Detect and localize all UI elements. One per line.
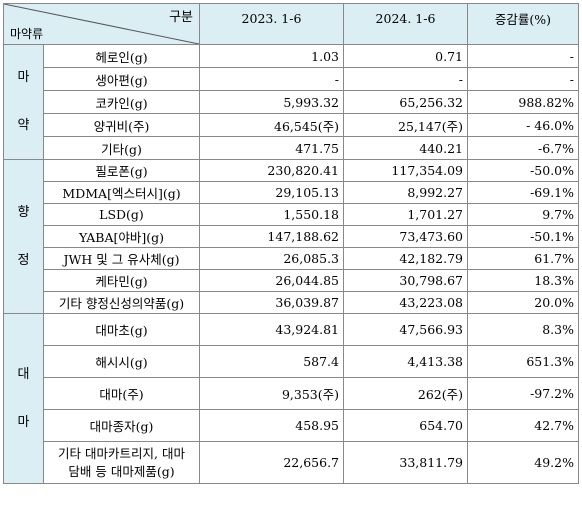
row-name: 양귀비(주) [44, 114, 200, 137]
value-2023: 26,044.85 [200, 270, 344, 292]
row-name: MDMA[엑스터시](g) [44, 182, 200, 204]
change-pct: - 46.0% [468, 114, 579, 137]
corner-bottom-label: 마약류 [10, 25, 43, 42]
row-name: 대마(주) [44, 378, 200, 410]
table-row: LSD(g) 1,550.18 1,701.27 9.7% [4, 204, 579, 226]
corner-top-label: 구분 [169, 6, 193, 25]
value-2023: 587.4 [200, 346, 344, 378]
value-2024: 440.21 [344, 137, 468, 160]
corner-header: 구분 마약류 [4, 4, 200, 45]
table-row: 양귀비(주) 46,545(주) 25,147(주) - 46.0% [4, 114, 579, 137]
change-pct: 651.3% [468, 346, 579, 378]
row-name: 코카인(g) [44, 91, 200, 114]
value-2023: 5,993.32 [200, 91, 344, 114]
value-2024: 1,701.27 [344, 204, 468, 226]
table-row: 생아편(g) - - - [4, 68, 579, 91]
change-pct: -69.1% [468, 182, 579, 204]
value-2024: 30,798.67 [344, 270, 468, 292]
table-row: 대마 대마초(g) 43,924.81 47,566.93 8.3% [4, 314, 579, 346]
table-row: 기타 대마카트리지, 대마 담배 등 대마제품(g) 22,656.7 33,8… [4, 442, 579, 484]
row-name: 대마초(g) [44, 314, 200, 346]
value-2023: - [200, 68, 344, 91]
value-2024: 117,354.09 [344, 160, 468, 182]
value-2024: 43,223.08 [344, 292, 468, 314]
row-name: YABA[야바](g) [44, 226, 200, 248]
value-2024: 47,566.93 [344, 314, 468, 346]
value-2024: - [344, 68, 468, 91]
value-2024: 0.71 [344, 45, 468, 68]
header-row: 구분 마약류 2023. 1-6 2024. 1-6 증감률(%) [4, 4, 579, 45]
value-2023: 230,820.41 [200, 160, 344, 182]
value-2024: 65,256.32 [344, 91, 468, 114]
table-row: JWH 및 그 유사체(g) 26,085.3 42,182.79 61.7% [4, 248, 579, 270]
value-2023: 9,353(주) [200, 378, 344, 410]
row-name: 기타(g) [44, 137, 200, 160]
header-change: 증감률(%) [468, 4, 579, 45]
value-2023: 1.03 [200, 45, 344, 68]
value-2024: 42,182.79 [344, 248, 468, 270]
table-row: 케타민(g) 26,044.85 30,798.67 18.3% [4, 270, 579, 292]
header-2023: 2023. 1-6 [200, 4, 344, 45]
row-name: 생아편(g) [44, 68, 200, 91]
change-pct: -50.0% [468, 160, 579, 182]
row-name-line-1: 기타 대마카트리지, 대마 [58, 446, 185, 461]
row-name: LSD(g) [44, 204, 200, 226]
value-2023: 29,105.13 [200, 182, 344, 204]
change-pct: 20.0% [468, 292, 579, 314]
value-2023: 1,550.18 [200, 204, 344, 226]
value-2023: 36,039.87 [200, 292, 344, 314]
change-pct: -6.7% [468, 137, 579, 160]
table-row: MDMA[엑스터시](g) 29,105.13 8,992.27 -69.1% [4, 182, 579, 204]
change-pct: 988.82% [468, 91, 579, 114]
change-pct: 49.2% [468, 442, 579, 484]
row-name: 기타 대마카트리지, 대마 담배 등 대마제품(g) [44, 442, 200, 484]
value-2023: 22,656.7 [200, 442, 344, 484]
row-name: 대마종자(g) [44, 410, 200, 442]
change-pct: -97.2% [468, 378, 579, 410]
value-2024: 25,147(주) [344, 114, 468, 137]
row-name: 해시시(g) [44, 346, 200, 378]
change-pct: 18.3% [468, 270, 579, 292]
table-row: 마약 헤로인(g) 1.03 0.71 - [4, 45, 579, 68]
value-2024: 4,413.38 [344, 346, 468, 378]
value-2024: 262(주) [344, 378, 468, 410]
table-row: 대마(주) 9,353(주) 262(주) -97.2% [4, 378, 579, 410]
value-2023: 26,085.3 [200, 248, 344, 270]
value-2023: 46,545(주) [200, 114, 344, 137]
value-2023: 471.75 [200, 137, 344, 160]
change-pct: -50.1% [468, 226, 579, 248]
value-2023: 147,188.62 [200, 226, 344, 248]
table-row: 코카인(g) 5,993.32 65,256.32 988.82% [4, 91, 579, 114]
value-2024: 654.70 [344, 410, 468, 442]
change-pct: 9.7% [468, 204, 579, 226]
value-2023: 458.95 [200, 410, 344, 442]
table-row: 향정 필로폰(g) 230,820.41 117,354.09 -50.0% [4, 160, 579, 182]
value-2024: 73,473.60 [344, 226, 468, 248]
change-pct: - [468, 68, 579, 91]
row-name: 기타 향정신성의약품(g) [44, 292, 200, 314]
group-cannabis: 대마 [4, 314, 44, 484]
table-row: 대마종자(g) 458.95 654.70 42.7% [4, 410, 579, 442]
row-name: 필로폰(g) [44, 160, 200, 182]
value-2024: 8,992.27 [344, 182, 468, 204]
table-row: 해시시(g) 587.4 4,413.38 651.3% [4, 346, 579, 378]
change-pct: - [468, 45, 579, 68]
change-pct: 42.7% [468, 410, 579, 442]
row-name: 헤로인(g) [44, 45, 200, 68]
change-pct: 8.3% [468, 314, 579, 346]
table-row: YABA[야바](g) 147,188.62 73,473.60 -50.1% [4, 226, 579, 248]
table-row: 기타 향정신성의약품(g) 36,039.87 43,223.08 20.0% [4, 292, 579, 314]
row-name: JWH 및 그 유사체(g) [44, 248, 200, 270]
change-pct: 61.7% [468, 248, 579, 270]
row-name-line-2: 담배 등 대마제품(g) [68, 464, 174, 479]
group-narcotics: 마약 [4, 45, 44, 160]
value-2024: 33,811.79 [344, 442, 468, 484]
drug-seizure-table: 구분 마약류 2023. 1-6 2024. 1-6 증감률(%) 마약 헤로인… [3, 3, 579, 484]
group-psychotropic: 향정 [4, 160, 44, 314]
header-2024: 2024. 1-6 [344, 4, 468, 45]
row-name: 케타민(g) [44, 270, 200, 292]
value-2023: 43,924.81 [200, 314, 344, 346]
table-row: 기타(g) 471.75 440.21 -6.7% [4, 137, 579, 160]
